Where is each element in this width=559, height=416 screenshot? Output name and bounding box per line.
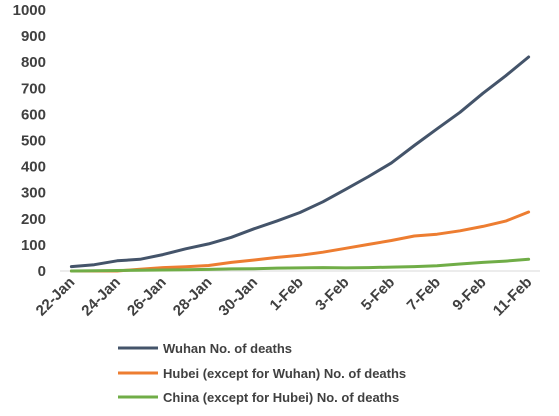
y-tick-label: 100 xyxy=(21,237,46,254)
series-line-0 xyxy=(69,55,531,269)
series-line-2 xyxy=(69,257,531,273)
series-line-1 xyxy=(69,210,531,273)
legend-label: Wuhan No. of deaths xyxy=(163,341,292,356)
y-tick-label: 1000 xyxy=(13,2,46,19)
x-tick-label: 11-Feb xyxy=(490,274,536,320)
x-tick-label: 24-Jan xyxy=(78,274,124,320)
y-axis-ticks: 0 100 200 300 400 500 600 700 800 900 1000 xyxy=(13,2,46,280)
x-tick-label: 30-Jan xyxy=(215,274,261,320)
x-tick-label: 3-Feb xyxy=(312,274,352,314)
legend: Wuhan No. of deaths Hubei (except for Wuh… xyxy=(118,341,406,405)
y-tick-label: 600 xyxy=(21,106,46,123)
series-lines xyxy=(69,55,531,273)
x-tick-label: 9-Feb xyxy=(449,274,489,314)
x-tick-label: 26-Jan xyxy=(124,274,170,320)
x-tick-label: 1-Feb xyxy=(267,274,307,314)
y-tick-label: 300 xyxy=(21,185,46,202)
y-tick-label: 200 xyxy=(21,211,46,228)
legend-label: China (except for Hubei) No. of deaths xyxy=(163,390,399,405)
y-tick-label: 700 xyxy=(21,80,46,97)
y-tick-label: 900 xyxy=(21,28,46,45)
y-tick-label: 500 xyxy=(21,133,46,150)
y-tick-label: 800 xyxy=(21,54,46,71)
legend-label: Hubei (except for Wuhan) No. of deaths xyxy=(163,366,406,381)
x-tick-label: 7-Feb xyxy=(404,274,444,314)
x-axis-ticks: 22-Jan 24-Jan 26-Jan 28-Jan 30-Jan 1-Feb 3-Feb… xyxy=(33,274,536,320)
x-tick-label: 22-Jan xyxy=(33,274,79,320)
x-tick-label: 28-Jan xyxy=(170,274,216,320)
x-tick-label: 5-Feb xyxy=(358,274,398,314)
y-tick-label: 400 xyxy=(21,159,46,176)
y-tick-label: 0 xyxy=(38,263,46,280)
